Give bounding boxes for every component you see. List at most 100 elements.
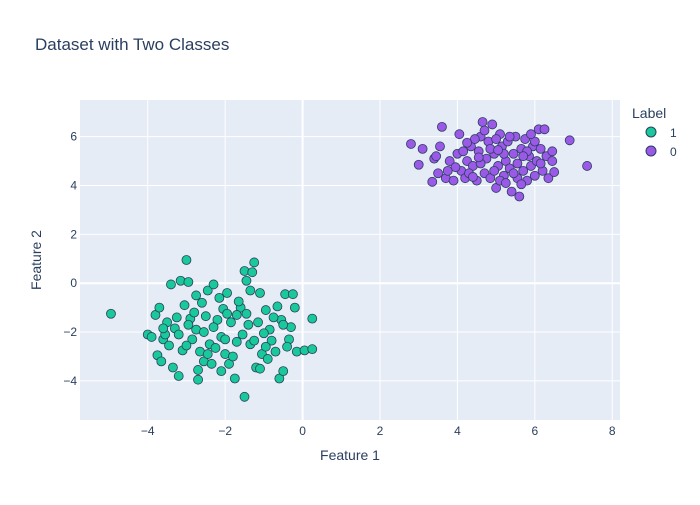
data-point[interactable] <box>146 332 157 342</box>
data-point[interactable] <box>270 346 281 357</box>
data-point[interactable] <box>243 319 254 330</box>
data-point[interactable] <box>582 161 592 171</box>
data-point[interactable] <box>181 255 192 265</box>
data-point[interactable] <box>462 137 472 148</box>
data-point[interactable] <box>307 344 318 355</box>
data-point[interactable] <box>197 297 207 308</box>
data-point[interactable] <box>491 134 502 144</box>
data-point[interactable] <box>193 365 203 375</box>
data-point[interactable] <box>166 279 176 290</box>
data-point[interactable] <box>539 124 550 135</box>
data-point[interactable] <box>241 308 252 319</box>
data-point[interactable] <box>413 159 424 170</box>
data-point[interactable] <box>245 285 256 296</box>
data-point[interactable] <box>181 340 192 351</box>
data-point[interactable] <box>516 179 527 190</box>
data-point[interactable] <box>444 156 455 166</box>
data-point[interactable] <box>171 312 182 323</box>
data-point[interactable] <box>564 135 575 146</box>
data-point[interactable] <box>282 341 292 352</box>
data-point[interactable] <box>508 148 519 159</box>
data-point[interactable] <box>427 176 438 187</box>
data-point[interactable] <box>241 275 252 286</box>
data-point[interactable] <box>526 129 536 140</box>
data-point[interactable] <box>179 300 190 311</box>
data-point[interactable] <box>454 129 465 140</box>
data-point[interactable] <box>220 334 231 345</box>
data-point[interactable] <box>216 366 227 377</box>
data-point[interactable] <box>249 335 260 346</box>
data-point[interactable] <box>535 143 546 154</box>
data-point[interactable] <box>500 178 511 188</box>
data-point[interactable] <box>260 341 271 352</box>
legend-item-1[interactable]: 1 <box>645 126 677 140</box>
data-point[interactable] <box>487 119 498 130</box>
data-point[interactable] <box>214 292 225 303</box>
data-point[interactable] <box>266 335 277 346</box>
data-point[interactable] <box>229 373 240 384</box>
data-point[interactable] <box>508 168 519 179</box>
data-point[interactable] <box>106 308 116 319</box>
data-point[interactable] <box>183 319 194 330</box>
data-point[interactable] <box>535 158 546 169</box>
data-point[interactable] <box>417 143 428 154</box>
data-point[interactable] <box>473 152 484 163</box>
data-point[interactable] <box>504 131 515 142</box>
data-point[interactable] <box>549 167 560 177</box>
data-point[interactable] <box>237 329 248 340</box>
data-point[interactable] <box>272 301 283 312</box>
data-point[interactable] <box>183 277 194 287</box>
data-point[interactable] <box>477 117 488 127</box>
data-point[interactable] <box>258 328 269 339</box>
data-point[interactable] <box>228 351 238 362</box>
data-point[interactable] <box>431 151 442 162</box>
data-point[interactable] <box>448 175 459 186</box>
data-point[interactable] <box>543 173 554 184</box>
data-point[interactable] <box>437 121 447 132</box>
data-point[interactable] <box>307 313 318 324</box>
data-point[interactable] <box>191 290 202 301</box>
data-point[interactable] <box>288 289 298 300</box>
data-point[interactable] <box>222 288 232 298</box>
data-point[interactable] <box>489 165 500 176</box>
data-point[interactable] <box>278 319 289 330</box>
data-point[interactable] <box>173 371 184 381</box>
data-point[interactable] <box>518 151 529 162</box>
data-point[interactable] <box>442 165 453 176</box>
data-point[interactable] <box>406 139 416 149</box>
data-point[interactable] <box>435 141 445 152</box>
data-point[interactable] <box>289 302 300 313</box>
data-point[interactable] <box>506 186 517 197</box>
data-point[interactable] <box>253 317 263 328</box>
data-point[interactable] <box>156 356 167 367</box>
data-point[interactable] <box>547 146 558 157</box>
data-point[interactable] <box>231 310 242 320</box>
data-point[interactable] <box>198 327 209 337</box>
data-point[interactable] <box>168 362 178 373</box>
data-point[interactable] <box>249 257 260 268</box>
data-point[interactable] <box>239 391 250 402</box>
data-point[interactable] <box>210 343 221 353</box>
data-point[interactable] <box>200 311 211 322</box>
data-point[interactable] <box>262 354 273 364</box>
legend-item-0[interactable]: 0 <box>645 145 677 159</box>
data-point[interactable] <box>458 146 469 157</box>
data-point[interactable] <box>268 312 279 323</box>
data-point[interactable] <box>247 267 258 278</box>
data-point[interactable] <box>208 322 219 333</box>
data-point[interactable] <box>226 317 236 328</box>
data-point[interactable] <box>255 363 265 374</box>
data-point[interactable] <box>187 334 198 345</box>
data-point[interactable] <box>493 145 503 155</box>
data-point[interactable] <box>206 358 217 369</box>
data-point[interactable] <box>154 302 165 313</box>
data-point[interactable] <box>189 307 200 318</box>
data-point[interactable] <box>529 170 540 181</box>
data-point[interactable] <box>512 158 523 169</box>
data-point[interactable] <box>233 296 244 307</box>
data-point[interactable] <box>202 349 213 359</box>
data-point[interactable] <box>433 168 443 179</box>
data-point[interactable] <box>193 374 203 385</box>
data-point[interactable] <box>158 323 169 334</box>
data-point[interactable] <box>547 156 558 166</box>
